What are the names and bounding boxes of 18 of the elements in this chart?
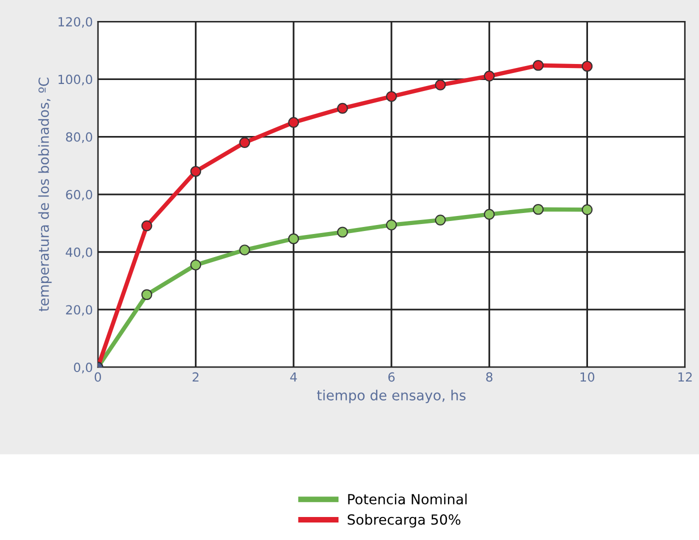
x-axis-title: tiempo de ensayo, hs xyxy=(317,390,466,404)
x-tick-label: 6 xyxy=(388,372,395,382)
y-tick-label: 80,0 xyxy=(66,132,92,143)
x-tick-label: 4 xyxy=(290,372,297,382)
x-tick-label: 8 xyxy=(486,372,492,382)
x-tick-label: 0 xyxy=(94,372,102,382)
legend-label: Sobrecarga 50% xyxy=(348,514,460,528)
x-tick-label: 10 xyxy=(580,372,594,382)
y-tick-label: 60,0 xyxy=(66,190,92,201)
legend-label: Potencia Nominal xyxy=(348,494,467,504)
y-tick-label: 120,0 xyxy=(58,17,92,28)
x-tick-label: 2 xyxy=(192,372,198,382)
y-axis-title: temperatura de los bobinados, ºC xyxy=(38,78,52,312)
y-tick-label: 100,0 xyxy=(58,74,92,86)
y-tick-label: 20,0 xyxy=(66,305,92,316)
y-tick-label: 0,0 xyxy=(74,362,92,374)
x-tick-label: 12 xyxy=(678,372,692,382)
y-tick-label: 40,0 xyxy=(66,247,92,258)
